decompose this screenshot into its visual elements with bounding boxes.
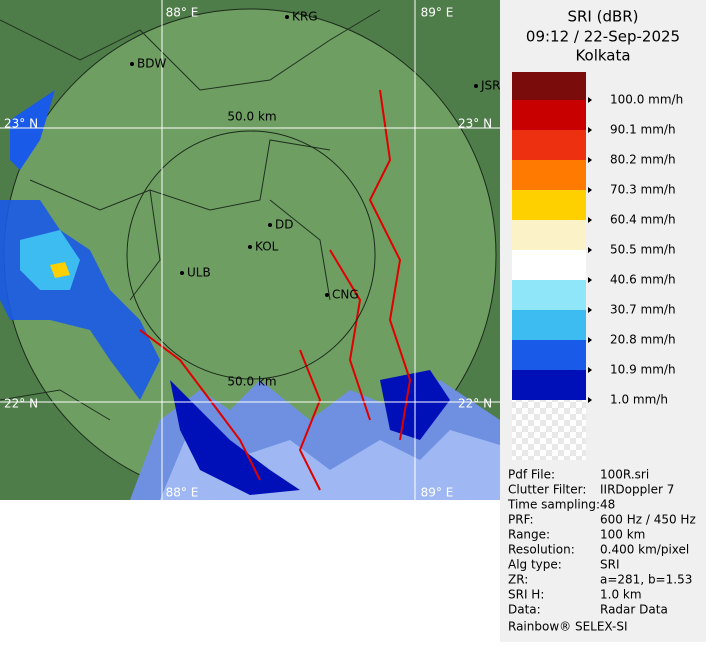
legend-tick <box>588 397 592 403</box>
info-value: IIRDoppler 7 <box>600 483 674 497</box>
grid-label: 88° E <box>166 6 199 20</box>
timestamp: 09:12 / 22-Sep-2025 <box>526 28 680 46</box>
info-key: Resolution: <box>508 543 575 557</box>
station: Kolkata <box>575 47 630 65</box>
grid-label: 23° N <box>4 117 38 131</box>
legend-label: 100.0 mm/h <box>610 93 683 107</box>
grid-label: 89° E <box>421 486 454 500</box>
legend-tick <box>588 367 592 373</box>
info-key: PRF: <box>508 513 534 527</box>
place-label: JSR <box>480 79 501 93</box>
place-dot <box>268 223 272 227</box>
legend-swatch <box>512 160 586 190</box>
legend-label: 90.1 mm/h <box>610 123 676 137</box>
place-label: CNG <box>332 288 359 302</box>
info-key: ZR: <box>508 573 528 587</box>
legend-swatch <box>512 130 586 160</box>
info: Pdf File: 100R.sri Clutter Filter: IIRDoppl… <box>507 468 696 617</box>
legend-tick <box>588 157 592 163</box>
place-dot <box>474 84 478 88</box>
info-key: Alg type: <box>508 558 562 572</box>
info-key: Clutter Filter: <box>508 483 586 497</box>
legend: 100.0 mm/h 90.1 mm/h 80.2 mm/h 70.3 mm/h 60.… <box>512 72 683 407</box>
info-value: 100 km <box>600 528 645 542</box>
legend-swatch <box>512 100 586 130</box>
place-label: KRG <box>292 10 318 24</box>
legend-swatch <box>512 72 586 100</box>
info-value: 100R.sri <box>600 468 649 482</box>
legend-swatch <box>512 340 586 370</box>
grid-label: 89° E <box>421 6 454 20</box>
info-value: 48 <box>600 498 615 512</box>
legend-label: 80.2 mm/h <box>610 153 676 167</box>
grid-label: 88° E <box>166 486 199 500</box>
place-label: ULB <box>187 266 211 280</box>
range-label: 50.0 km <box>227 375 276 389</box>
places: KRG BDW JSR DD KOL ULB CNG <box>130 10 501 302</box>
footer: Rainbow® SELEX-SI <box>508 620 628 634</box>
legend-swatch <box>512 310 586 340</box>
info-value: 1.0 km <box>600 588 642 602</box>
title: SRI (dBR) <box>567 8 638 26</box>
legend-tick <box>588 277 592 283</box>
grid-label: 22° N <box>4 397 38 411</box>
map: 88° E 89° E 23° N 23° N 22° N 22° N 88° … <box>0 0 501 500</box>
place-dot <box>325 293 329 297</box>
legend-swatch <box>512 190 586 220</box>
place-dot <box>130 62 134 66</box>
legend-tick <box>588 247 592 253</box>
place-label: BDW <box>137 57 166 71</box>
legend-swatch <box>512 250 586 280</box>
place-label: DD <box>275 218 293 232</box>
info-key: SRI H: <box>508 588 544 602</box>
info-value: a=281, b=1.53 <box>600 573 692 587</box>
legend-swatch <box>512 280 586 310</box>
legend-label: 20.8 mm/h <box>610 333 676 347</box>
legend-label: 30.7 mm/h <box>610 303 676 317</box>
legend-label: 10.9 mm/h <box>610 363 676 377</box>
info-value: 600 Hz / 450 Hz <box>600 513 696 527</box>
place-dot <box>180 271 184 275</box>
no-data-swatch <box>512 400 586 460</box>
place-dot <box>248 245 252 249</box>
info-key: Pdf File: <box>508 468 555 482</box>
legend-tick <box>588 187 592 193</box>
grid-label: 23° N <box>458 117 492 131</box>
legend-tick <box>588 307 592 313</box>
legend-tick <box>588 217 592 223</box>
place-label: KOL <box>255 240 279 254</box>
legend-tick <box>588 97 592 103</box>
info-key: Data: <box>508 603 541 617</box>
info-key: Time sampling: <box>507 498 600 512</box>
info-value: SRI <box>600 558 620 572</box>
legend-tick <box>588 337 592 343</box>
place-dot <box>285 15 289 19</box>
range-label: 50.0 km <box>227 110 276 124</box>
grid-label: 22° N <box>458 397 492 411</box>
legend-label: 60.4 mm/h <box>610 213 676 227</box>
legend-label: 40.6 mm/h <box>610 273 676 287</box>
legend-label: 1.0 mm/h <box>610 393 668 407</box>
legend-tick <box>588 127 592 133</box>
legend-label: 70.3 mm/h <box>610 183 676 197</box>
info-key: Range: <box>508 528 550 542</box>
legend-swatch <box>512 370 586 400</box>
info-value: Radar Data <box>600 603 668 617</box>
legend-label: 50.5 mm/h <box>610 243 676 257</box>
info-value: 0.400 km/pixel <box>600 543 689 557</box>
legend-swatch <box>512 220 586 250</box>
